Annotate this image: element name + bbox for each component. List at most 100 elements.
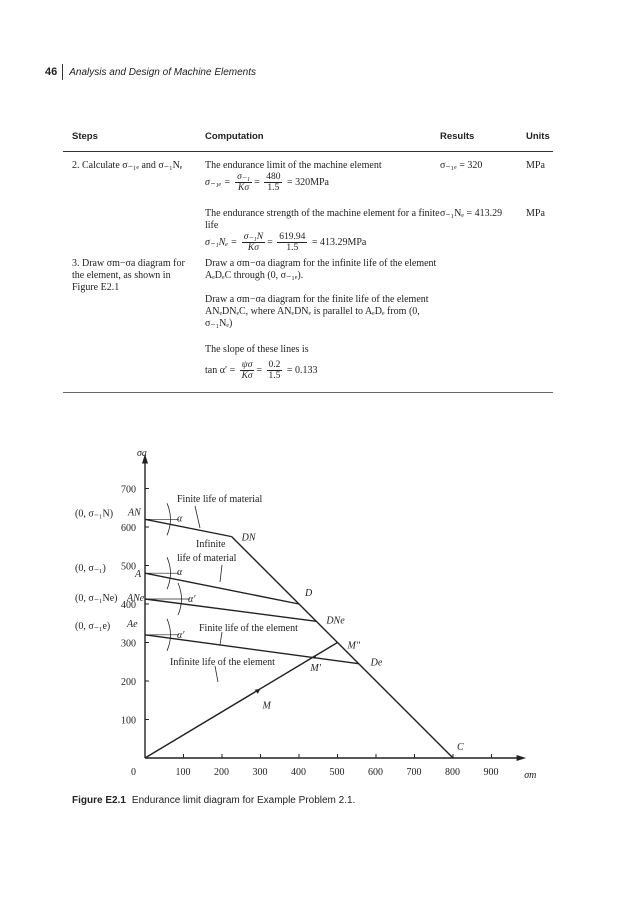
point-label-a: A	[134, 569, 142, 580]
leader-line	[219, 631, 223, 646]
y-axis-arrow-icon	[142, 453, 148, 464]
leader-line	[194, 505, 201, 529]
col-header-results: Results	[440, 131, 475, 142]
angle-arc	[166, 557, 171, 590]
formula: σ₋₁ₑ = σ₋₁ Kσ = 480 1.5 = 320MPa	[205, 172, 329, 193]
angle-label: α′	[177, 630, 185, 641]
endurance-limit-diagram: σa σm 0 100 200 300 400 500 600 700 800 900 100 200 30…	[75, 448, 536, 781]
leader-line	[219, 564, 223, 583]
line-o-m2	[144, 641, 338, 759]
y-axis-label: σa	[137, 448, 147, 459]
computation-block: The slope of these lines is tan α′ = ψσ K…	[205, 344, 440, 381]
figure-caption: Figure E2.1 Endurance limit diagram for E…	[72, 795, 355, 806]
annotation-finite-material: Finite life of material	[177, 494, 262, 505]
x-axis-arrow-icon	[516, 755, 527, 761]
computation-text: Draw a σm−σa diagram for the finite life…	[205, 294, 429, 329]
fraction: ψσ Kσ	[239, 360, 255, 381]
header-rule	[63, 151, 553, 152]
computation-text: The slope of these lines is	[205, 344, 309, 355]
line-an-dn	[144, 518, 232, 538]
page-number: 46	[45, 64, 64, 80]
formula-lhs: tan α′ =	[205, 364, 236, 376]
table-bottom-rule	[63, 392, 553, 393]
point-label-c: C	[457, 742, 464, 753]
result: σ₋₁ₑ = 320	[440, 160, 483, 171]
line-ae-de	[144, 634, 359, 665]
y-tick-label: 600	[121, 523, 136, 534]
fraction-den: 1.5	[267, 183, 280, 193]
x-tick-label: 500	[330, 767, 345, 778]
x-axis-label: σm	[524, 770, 536, 781]
page-header: 46 Analysis and Design of Machine Elemen…	[45, 64, 256, 80]
result: σ₋₁Nₑ = 413.29	[440, 208, 503, 219]
fraction-num: ψσ	[239, 360, 255, 371]
line-dn-c	[231, 536, 454, 759]
coord-label-ae: (0, σ₋₁e)	[75, 621, 110, 632]
fraction: σ₋₁N Kσ	[241, 232, 266, 253]
formula: tan α′ = ψσ Kσ = 0.2 1.5 = 0.133	[205, 360, 318, 381]
formula-rhs: = 320MPa	[286, 176, 329, 188]
fraction-den: 1.5	[268, 371, 281, 381]
running-title: Analysis and Design of Machine Elements	[69, 66, 257, 78]
caption-text: Endurance limit diagram for Example Prob…	[131, 795, 356, 806]
formula-rhs: = 0.133	[286, 364, 318, 376]
formula-lhs: σ₋₁ₑ =	[205, 176, 231, 188]
annotation-infinite-element: Infinite life of the element	[170, 657, 275, 668]
fraction: 619.94 1.5	[277, 232, 308, 253]
coord-label-ane: (0, σ₋₁Ne)	[75, 593, 117, 604]
fraction: 480 1.5	[264, 172, 283, 193]
angle-arc	[177, 582, 182, 616]
y-tick-label: 400	[121, 600, 136, 611]
direction-arrow-icon	[254, 688, 261, 694]
angle-label: α	[177, 513, 183, 524]
computation-text: Draw a σm−σa diagram for the infinite li…	[205, 258, 437, 281]
angle-arc	[166, 618, 171, 651]
point-label-de: De	[370, 658, 383, 669]
x-tick-label: 700	[407, 767, 422, 778]
fraction-num: σ₋₁N	[241, 232, 266, 243]
annotation-infinite-material-2: life of material	[177, 553, 237, 564]
x-tick-label: 100	[176, 767, 191, 778]
leader-line	[214, 665, 219, 683]
fraction-den: Kσ	[241, 371, 253, 381]
angle-label: α′	[188, 594, 196, 605]
y-tick-label: 100	[121, 716, 136, 727]
point-label-m2: M″	[347, 641, 361, 652]
x-tick-label: 900	[484, 767, 499, 778]
formula-rhs: = 413.29MPa	[311, 236, 367, 248]
x-tick-label: 200	[214, 767, 229, 778]
col-header-computation: Computation	[205, 131, 264, 142]
point-label-dn: DN	[241, 533, 257, 544]
point-label-dne: DNe	[325, 615, 345, 626]
fraction: 0.2 1.5	[266, 360, 283, 381]
x-tick-label: 400	[291, 767, 306, 778]
point-label-ane: ANe	[126, 593, 145, 604]
x-tick-label: 800	[445, 767, 460, 778]
col-header-steps: Steps	[72, 131, 98, 142]
col-header-units: Units	[526, 131, 550, 142]
fraction-num: 480	[264, 172, 283, 183]
step-3: 3. Draw σm−σa diagram for the element, a…	[72, 258, 185, 293]
computation-block: The endurance limit of the machine eleme…	[205, 160, 440, 193]
computation-text: The endurance limit of the machine eleme…	[205, 160, 382, 171]
fraction-den: 1.5	[286, 243, 299, 253]
computation-block: The endurance strength of the machine el…	[205, 208, 440, 253]
line-a-d	[144, 572, 300, 605]
fraction-den: Kσ	[238, 183, 250, 193]
angle-arc	[166, 503, 171, 536]
x-tick-label: 600	[368, 767, 383, 778]
caption-label: Figure E2.1	[72, 795, 126, 806]
fraction-num: 619.94	[277, 232, 308, 243]
y-tick-label: 700	[121, 485, 136, 496]
computation-text: The endurance strength of the machine el…	[205, 208, 440, 231]
coord-label-a: (0, σ₋₁)	[75, 563, 106, 574]
point-label-m: M	[262, 701, 272, 712]
formula-lhs: σ₋₁Nₑ =	[205, 236, 238, 248]
fraction: σ₋₁ Kσ	[235, 172, 253, 193]
annotation-finite-element: Finite life of the element	[199, 623, 298, 634]
y-tick-label: 300	[121, 639, 136, 650]
fraction-num: 0.2	[266, 360, 283, 371]
y-tick-label: 500	[121, 562, 136, 573]
point-label-ae: Ae	[126, 619, 138, 630]
annotation-infinite-material-1: Infinite	[196, 539, 226, 550]
